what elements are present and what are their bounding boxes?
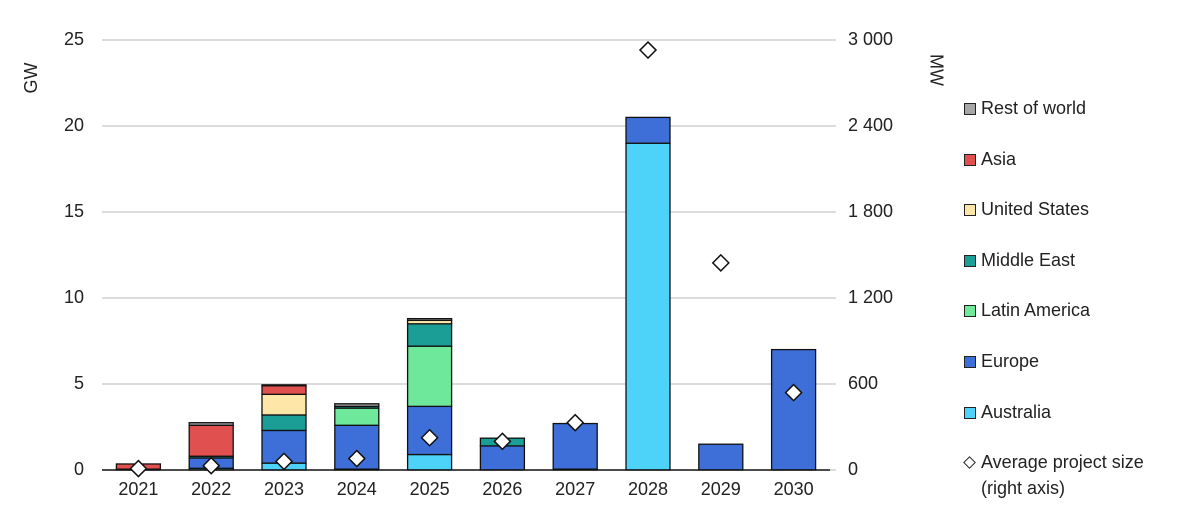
y-tick-label: 5: [74, 373, 84, 393]
bar-segment: [625, 142, 671, 471]
x-tick-label: 2027: [555, 479, 595, 499]
bar-segment: [261, 414, 307, 432]
x-tick-label: 2030: [774, 479, 814, 499]
bar-segment: [188, 424, 234, 457]
legend-swatch: [964, 204, 976, 217]
x-tick-label: 2021: [118, 479, 158, 499]
diamond-marker: [202, 456, 221, 475]
y2-tick-label: 600: [848, 373, 878, 393]
bar-segment: [261, 393, 307, 416]
y-tick-label: 20: [64, 115, 84, 135]
y-tick-label: 0: [74, 459, 84, 479]
legend-swatch: [964, 153, 976, 166]
y2-tick-label: 1 200: [848, 287, 893, 307]
bar-segment: [261, 384, 307, 387]
legend-label: Europe: [981, 351, 1040, 371]
x-tick-label: 2024: [337, 479, 377, 499]
bar-segment: [770, 348, 817, 471]
bar-segment: [261, 385, 307, 395]
legend-swatch: [964, 305, 976, 318]
legend-item: Average project size (right axis): [962, 449, 1161, 501]
legend-label: Australia: [981, 401, 1052, 422]
y-tick-label: 15: [64, 201, 84, 221]
bar-segment: [334, 403, 380, 408]
legend-label: Middle East: [981, 249, 1076, 270]
bar-segment: [406, 323, 453, 347]
legend-item: Australia: [962, 399, 1166, 425]
legend-swatch: [963, 456, 976, 470]
y2-tick-label: 3 000: [848, 29, 893, 49]
legend-label: Rest of world: [981, 98, 1087, 118]
x-tick-label: 2026: [482, 479, 522, 499]
y2-tick-label: 1 800: [848, 201, 893, 221]
legend-item: Europe: [962, 348, 1166, 374]
diamond-marker: [638, 40, 658, 60]
x-tick-label: 2023: [264, 479, 304, 499]
y2-tick-label: 0: [848, 459, 858, 479]
x-tick-label: 2028: [628, 479, 668, 499]
diamond-marker: [129, 459, 148, 478]
bar-segment: [188, 422, 234, 426]
bar-segment: [406, 453, 453, 471]
legend-label: Latin America: [981, 300, 1091, 321]
bar-segment: [698, 443, 744, 471]
legend-item: Middle East: [962, 247, 1166, 273]
bar-segment: [406, 317, 453, 322]
bar-segment: [406, 345, 453, 408]
legend-item: United States: [962, 196, 1166, 222]
y2-axis-label: MW: [926, 54, 946, 86]
bar-segment: [625, 116, 671, 144]
legend-swatch: [964, 103, 976, 115]
legend-label: Asia: [981, 148, 1017, 169]
diamond-marker: [493, 432, 512, 451]
legend-swatch: [964, 406, 976, 419]
bar-segment: [334, 407, 380, 426]
x-tick-label: 2029: [701, 479, 741, 499]
legend-swatch: [964, 356, 976, 368]
diamond-marker: [274, 452, 294, 471]
legend-item: Asia: [962, 146, 1166, 172]
diamond-marker: [566, 413, 585, 432]
x-tick-label: 2025: [410, 479, 450, 499]
legend-swatch: [964, 254, 976, 267]
diamond-marker: [347, 449, 366, 468]
legend-label: Average project size (right axis): [981, 452, 1144, 499]
legend-item: Rest of world: [962, 95, 1166, 121]
legend-label: United States: [981, 199, 1090, 220]
x-tick-label: 2022: [191, 479, 231, 499]
y-axis-label: GW: [21, 62, 41, 93]
diamond-marker: [784, 383, 803, 402]
legend-item: Latin America: [962, 297, 1166, 323]
diamond-marker: [420, 428, 439, 447]
y2-tick-label: 2 400: [848, 115, 893, 135]
y-tick-label: 10: [64, 287, 84, 307]
diamond-marker: [711, 253, 730, 272]
y-tick-label: 25: [64, 29, 84, 49]
